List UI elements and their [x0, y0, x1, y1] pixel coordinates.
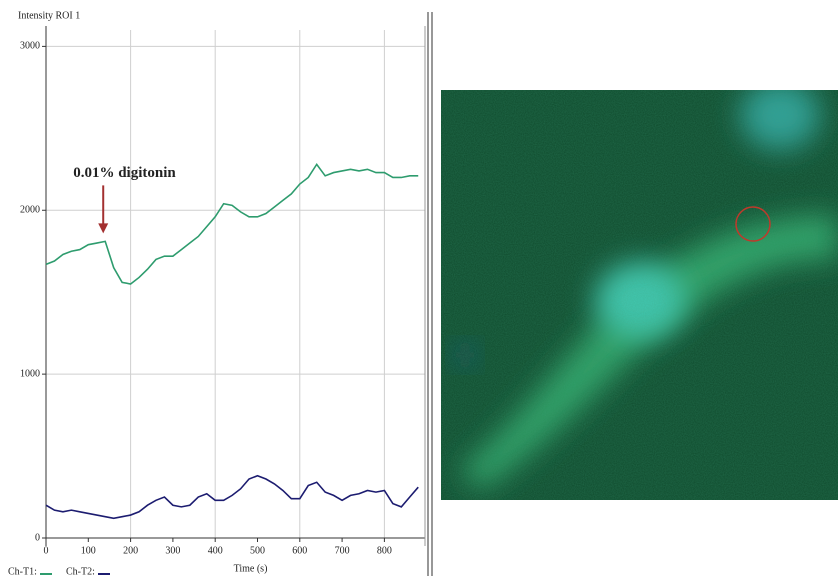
chart: 0 1000 2000 3000 0 100 200 300 400 500 600 700 800 In…	[8, 10, 426, 576]
y-tick-label: 3000	[20, 41, 40, 52]
y-tick-label: 1000	[20, 368, 40, 379]
legend-label: Ch-T2:	[66, 566, 95, 576]
x-tick-label: 200	[123, 545, 138, 556]
x-tick-label: 800	[377, 545, 392, 556]
x-tick-label: 700	[335, 545, 350, 556]
x-tick-label: 100	[81, 545, 96, 556]
x-tick-label: 300	[165, 545, 180, 556]
y-tick-label: 0	[35, 532, 40, 543]
x-tick-label: 500	[250, 545, 265, 556]
divider	[427, 12, 433, 576]
legend-label: Ch-T1:	[8, 566, 37, 576]
annotation-arrowhead	[98, 223, 109, 234]
y-tick-label: 2000	[20, 205, 40, 216]
x-axis-label: Time (s)	[234, 563, 268, 574]
x-tick-label: 0	[44, 545, 49, 556]
series-line	[45, 162, 419, 285]
y-axis-label: Intensity ROI 1	[18, 10, 80, 21]
annotation: 0.01% digitonin	[73, 165, 176, 181]
series-line	[45, 474, 419, 520]
x-tick-label: 600	[292, 545, 307, 556]
x-tick-label: 400	[208, 545, 223, 556]
micrograph	[441, 90, 838, 500]
